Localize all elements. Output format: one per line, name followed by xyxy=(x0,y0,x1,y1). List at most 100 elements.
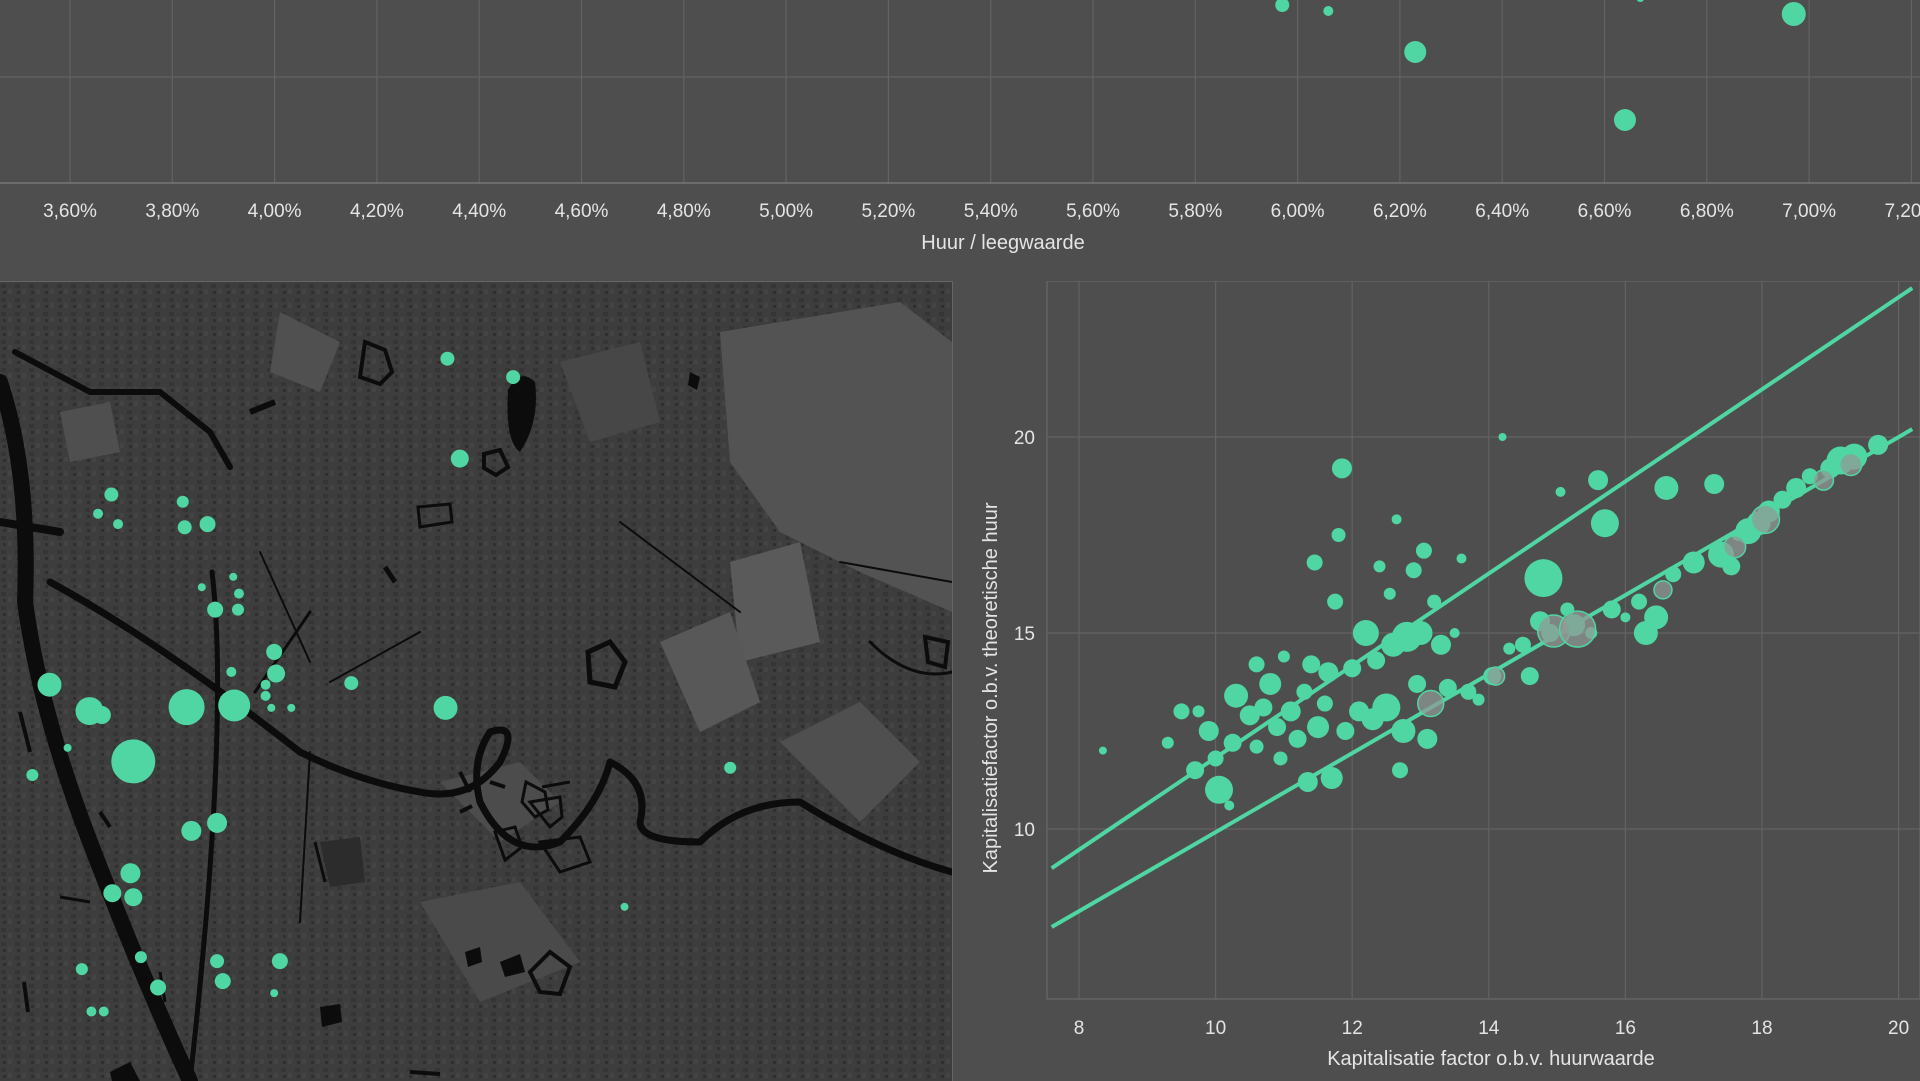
map-property-points[interactable] xyxy=(26,351,737,1017)
map-point[interactable] xyxy=(86,1006,97,1017)
map-point[interactable] xyxy=(214,973,231,990)
data-point xyxy=(1186,761,1205,780)
capitalisation-chart-panel: 8 10 12 14 16 18 20 10 15 20 Kapitalisatie factor… xyxy=(953,281,1920,1080)
data-point xyxy=(1336,722,1355,740)
map-point[interactable] xyxy=(111,739,156,784)
data-point-highlighted xyxy=(1839,452,1863,477)
map-point[interactable] xyxy=(103,884,122,903)
data-point xyxy=(1520,667,1539,686)
data-point xyxy=(1254,698,1273,717)
data-point xyxy=(1620,612,1631,623)
data-point xyxy=(1654,475,1679,500)
map-point[interactable] xyxy=(93,508,104,519)
map-point[interactable] xyxy=(37,672,62,697)
map-point[interactable] xyxy=(177,520,192,535)
map-point[interactable] xyxy=(266,643,283,660)
map-point[interactable] xyxy=(506,370,521,385)
data-point xyxy=(1456,553,1467,564)
map-point[interactable] xyxy=(233,588,244,599)
data-point xyxy=(1498,433,1507,441)
map-point[interactable] xyxy=(124,888,143,907)
map-point[interactable] xyxy=(134,951,147,964)
map-point[interactable] xyxy=(26,768,39,781)
data-point xyxy=(1773,490,1792,509)
x-tick-label: 7,20% xyxy=(1884,201,1920,222)
data-point-highlighted xyxy=(1485,666,1506,686)
x-tick-label: 14 xyxy=(1478,1018,1500,1039)
capitalisation-chart: 8 10 12 14 16 18 20 10 15 20 Kapitalisatie factor… xyxy=(980,281,1920,1070)
map-point[interactable] xyxy=(92,706,111,725)
data-point xyxy=(1602,600,1621,619)
data-point xyxy=(1781,2,1806,26)
data-point xyxy=(1331,528,1346,542)
x-tick-label: 5,80% xyxy=(1168,201,1222,222)
map-point[interactable] xyxy=(120,863,141,884)
map-point[interactable] xyxy=(267,703,276,712)
map-point[interactable] xyxy=(620,902,629,911)
map-point[interactable] xyxy=(226,666,237,677)
map-point[interactable] xyxy=(168,689,205,726)
map-areas xyxy=(60,302,952,1002)
data-point xyxy=(1302,655,1321,674)
map-point[interactable] xyxy=(433,695,458,720)
data-point-highlighted xyxy=(1653,580,1673,600)
map-point[interactable] xyxy=(260,690,271,701)
data-point xyxy=(1249,739,1264,754)
data-point xyxy=(1383,587,1396,600)
map-point[interactable] xyxy=(344,676,359,691)
data-point xyxy=(1373,560,1386,573)
data-point xyxy=(1207,750,1224,767)
data-point xyxy=(1224,683,1249,708)
data-point xyxy=(1417,728,1438,749)
data-point xyxy=(1391,514,1402,525)
map-point[interactable] xyxy=(104,487,119,502)
map-point[interactable] xyxy=(724,761,737,774)
map-point[interactable] xyxy=(176,495,189,508)
map-point[interactable] xyxy=(270,989,279,998)
map-point[interactable] xyxy=(267,664,286,683)
x-tick-label: 5,60% xyxy=(1066,201,1120,222)
data-point xyxy=(1224,800,1235,811)
data-point-highlighted xyxy=(1416,689,1445,718)
map-point[interactable] xyxy=(287,703,296,712)
data-point xyxy=(1248,656,1265,673)
map-point[interactable] xyxy=(197,583,206,592)
data-point-highlighted xyxy=(1750,504,1781,535)
x-tick-label: 18 xyxy=(1751,1018,1772,1039)
map-point[interactable] xyxy=(229,572,238,581)
map-point[interactable] xyxy=(440,351,455,366)
plot-frame xyxy=(1046,281,1920,1000)
map-point[interactable] xyxy=(75,963,88,976)
data-point xyxy=(1868,434,1889,455)
map-point[interactable] xyxy=(98,1006,109,1017)
map-point[interactable] xyxy=(113,519,124,530)
map-point[interactable] xyxy=(218,689,251,722)
data-point xyxy=(1590,509,1619,538)
map-point[interactable] xyxy=(207,812,228,833)
capitalisation-grid xyxy=(1046,281,1920,1000)
map-point[interactable] xyxy=(210,954,225,969)
data-point xyxy=(1296,683,1313,700)
map-point[interactable] xyxy=(232,603,244,616)
data-point xyxy=(1524,559,1563,598)
city-map[interactable] xyxy=(0,282,952,1081)
map-point[interactable] xyxy=(207,601,224,618)
map-point[interactable] xyxy=(271,953,288,970)
map-point[interactable] xyxy=(63,743,72,752)
data-point xyxy=(1318,662,1339,683)
data-point xyxy=(1280,701,1301,722)
data-point xyxy=(1588,470,1609,491)
x-tick-label: 7,00% xyxy=(1782,201,1836,222)
map-point[interactable] xyxy=(181,820,202,841)
map-point[interactable] xyxy=(199,516,216,533)
map-point[interactable] xyxy=(260,679,271,690)
map-point[interactable] xyxy=(150,979,167,996)
data-point xyxy=(1288,729,1307,748)
data-point xyxy=(1331,458,1352,479)
map-panel[interactable] xyxy=(0,281,953,1081)
map-point[interactable] xyxy=(450,449,469,468)
x-tick-label: 16 xyxy=(1615,1018,1636,1039)
data-point-highlighted xyxy=(1722,535,1747,559)
data-point xyxy=(1438,678,1457,697)
data-point xyxy=(1223,733,1242,752)
